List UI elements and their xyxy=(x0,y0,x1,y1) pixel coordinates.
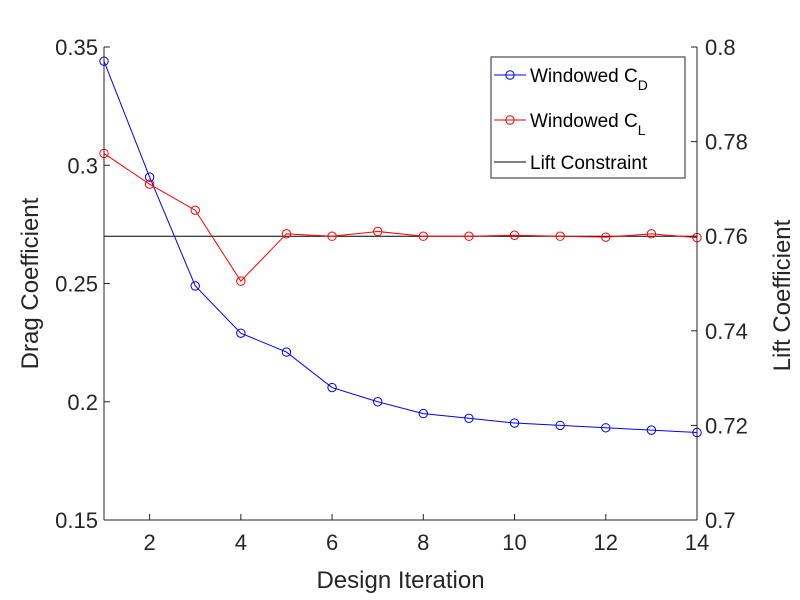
data-point-drag xyxy=(281,347,292,357)
data-point-lift xyxy=(601,232,611,242)
y-left-tick-label: 0.25 xyxy=(55,272,98,297)
y-right-tick-label: 0.74 xyxy=(705,319,748,344)
series-line-lift xyxy=(103,153,698,282)
y-axis-right-title: Lift Coefficient xyxy=(769,219,796,371)
data-point-lift xyxy=(327,231,337,241)
legend-label-constraint: Lift Constraint xyxy=(530,153,648,174)
legend-label-subscript: D xyxy=(638,77,648,93)
data-point-drag xyxy=(646,425,657,435)
y-right-tick-label: 0.7 xyxy=(705,508,736,533)
legend-marker-drag xyxy=(505,70,515,80)
data-point-drag xyxy=(601,423,611,433)
legend-label-drag: Windowed CD xyxy=(530,66,648,93)
data-point-lift xyxy=(236,276,246,286)
x-axis-title: Design Iteration xyxy=(316,567,484,594)
data-point-drag xyxy=(464,413,474,424)
data-point-lift xyxy=(190,205,200,215)
x-tick-label: 2 xyxy=(143,530,155,555)
data-point-lift xyxy=(509,230,520,240)
data-point-lift xyxy=(418,231,429,241)
y-right-tick-label: 0.76 xyxy=(705,224,748,249)
data-point-drag xyxy=(555,420,565,431)
x-tick-label: 4 xyxy=(235,530,247,555)
data-point-drag xyxy=(372,397,383,407)
data-point-lift xyxy=(646,229,657,239)
data-point-drag xyxy=(236,328,246,338)
data-point-lift xyxy=(281,229,292,239)
y-left-tick-label: 0.2 xyxy=(67,390,98,415)
x-tick-label: 6 xyxy=(326,530,338,555)
data-point-drag xyxy=(327,382,337,393)
y-right-tick-label: 0.8 xyxy=(705,35,736,60)
data-point-drag xyxy=(418,408,429,419)
y-axis-left-title: Drag Coefficient xyxy=(17,197,44,369)
y-left-tick-label: 0.35 xyxy=(55,35,98,60)
data-point-lift xyxy=(555,231,565,241)
y-right-tick-label: 0.72 xyxy=(705,413,748,438)
data-point-drag xyxy=(509,418,520,428)
legend-label-main: Lift Constraint xyxy=(530,153,648,174)
y-right-tick-label: 0.78 xyxy=(705,130,748,155)
data-point-lift xyxy=(372,226,383,237)
data-point-drag xyxy=(144,172,155,182)
legend-box xyxy=(490,56,686,179)
legend-label-main: Windowed C xyxy=(530,111,638,132)
series-line-drag xyxy=(103,61,698,433)
data-point-lift xyxy=(144,179,155,189)
x-tick-label: 10 xyxy=(502,530,526,555)
y-left-tick-label: 0.15 xyxy=(55,508,98,533)
legend-label-main: Windowed C xyxy=(530,66,638,87)
x-tick-label: 12 xyxy=(594,530,618,555)
x-tick-label: 8 xyxy=(417,530,429,555)
data-point-lift xyxy=(464,231,474,241)
y-left-tick-label: 0.3 xyxy=(67,153,98,178)
legend-marker-lift xyxy=(505,115,515,125)
legend-label-subscript: L xyxy=(638,122,646,138)
data-point-drag xyxy=(190,281,200,291)
legend-label-lift: Windowed CL xyxy=(530,111,646,138)
x-tick-label: 14 xyxy=(685,530,709,555)
